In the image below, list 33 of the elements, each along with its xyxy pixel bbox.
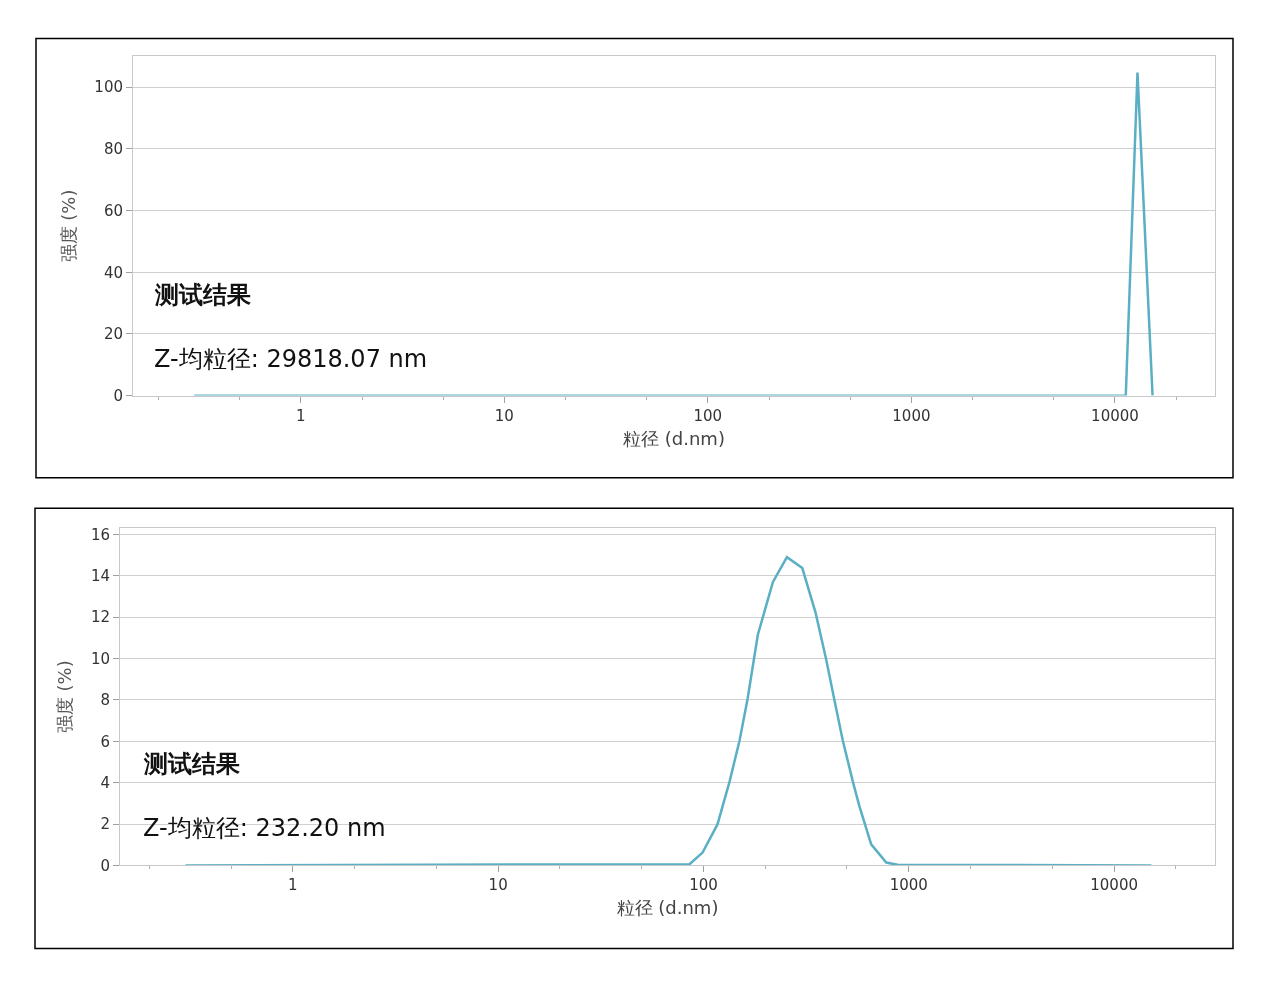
x-tick-label: 10000: [1091, 406, 1139, 425]
y-tick-label: 4: [100, 773, 110, 792]
annotation: 测试结果: [154, 281, 251, 309]
y-tick-label: 100: [94, 78, 123, 97]
y-axis-title: 强度 (%): [54, 660, 76, 734]
y-tick-label: 2: [100, 815, 110, 834]
x-axis-title: 粒径 (d.nm): [616, 897, 719, 919]
annotation: Z-均粒径: 232.20 nm: [143, 814, 386, 842]
y-tick-label: 80: [103, 140, 123, 159]
x-tick-label: 10000: [1090, 876, 1138, 895]
x-tick-label: 1000: [889, 876, 928, 895]
y-tick-label: 8: [100, 691, 110, 710]
y-tick-label: 16: [90, 525, 110, 544]
y-tick-label: 0: [100, 856, 110, 875]
y-tick-label: 14: [90, 566, 110, 585]
x-tick-label: 10: [488, 876, 508, 895]
x-axis-title: 粒径 (d.nm): [623, 427, 725, 449]
x-tick-label: 1: [288, 876, 298, 895]
y-tick-label: 40: [103, 263, 123, 282]
x-tick-label: 100: [693, 406, 723, 425]
y-tick-label: 0: [113, 386, 123, 405]
y-tick-label: 20: [103, 325, 123, 344]
x-tick-label: 1000: [892, 406, 931, 425]
annotation: 测试结果: [143, 750, 240, 778]
x-tick-label: 10: [494, 406, 514, 425]
y-tick-label: 6: [100, 732, 110, 751]
annotation: Z-均粒径: 29818.07 nm: [154, 345, 428, 373]
x-tick-label: 1: [295, 406, 306, 425]
x-tick-label: 100: [689, 876, 718, 895]
y-axis-title: 强度 (%): [57, 189, 79, 263]
y-tick-label: 60: [103, 201, 123, 220]
y-tick-label: 12: [90, 608, 110, 627]
y-tick-label: 10: [90, 649, 110, 668]
